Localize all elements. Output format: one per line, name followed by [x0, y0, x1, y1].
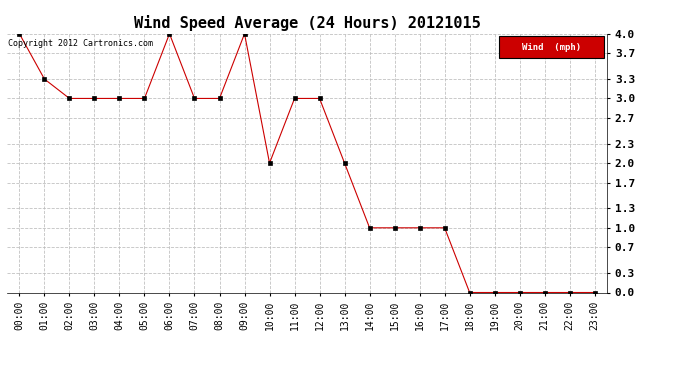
- Text: Copyright 2012 Cartronics.com: Copyright 2012 Cartronics.com: [8, 39, 153, 48]
- Text: Wind  (mph): Wind (mph): [522, 43, 581, 52]
- Title: Wind Speed Average (24 Hours) 20121015: Wind Speed Average (24 Hours) 20121015: [134, 15, 480, 31]
- FancyBboxPatch shape: [499, 36, 604, 58]
